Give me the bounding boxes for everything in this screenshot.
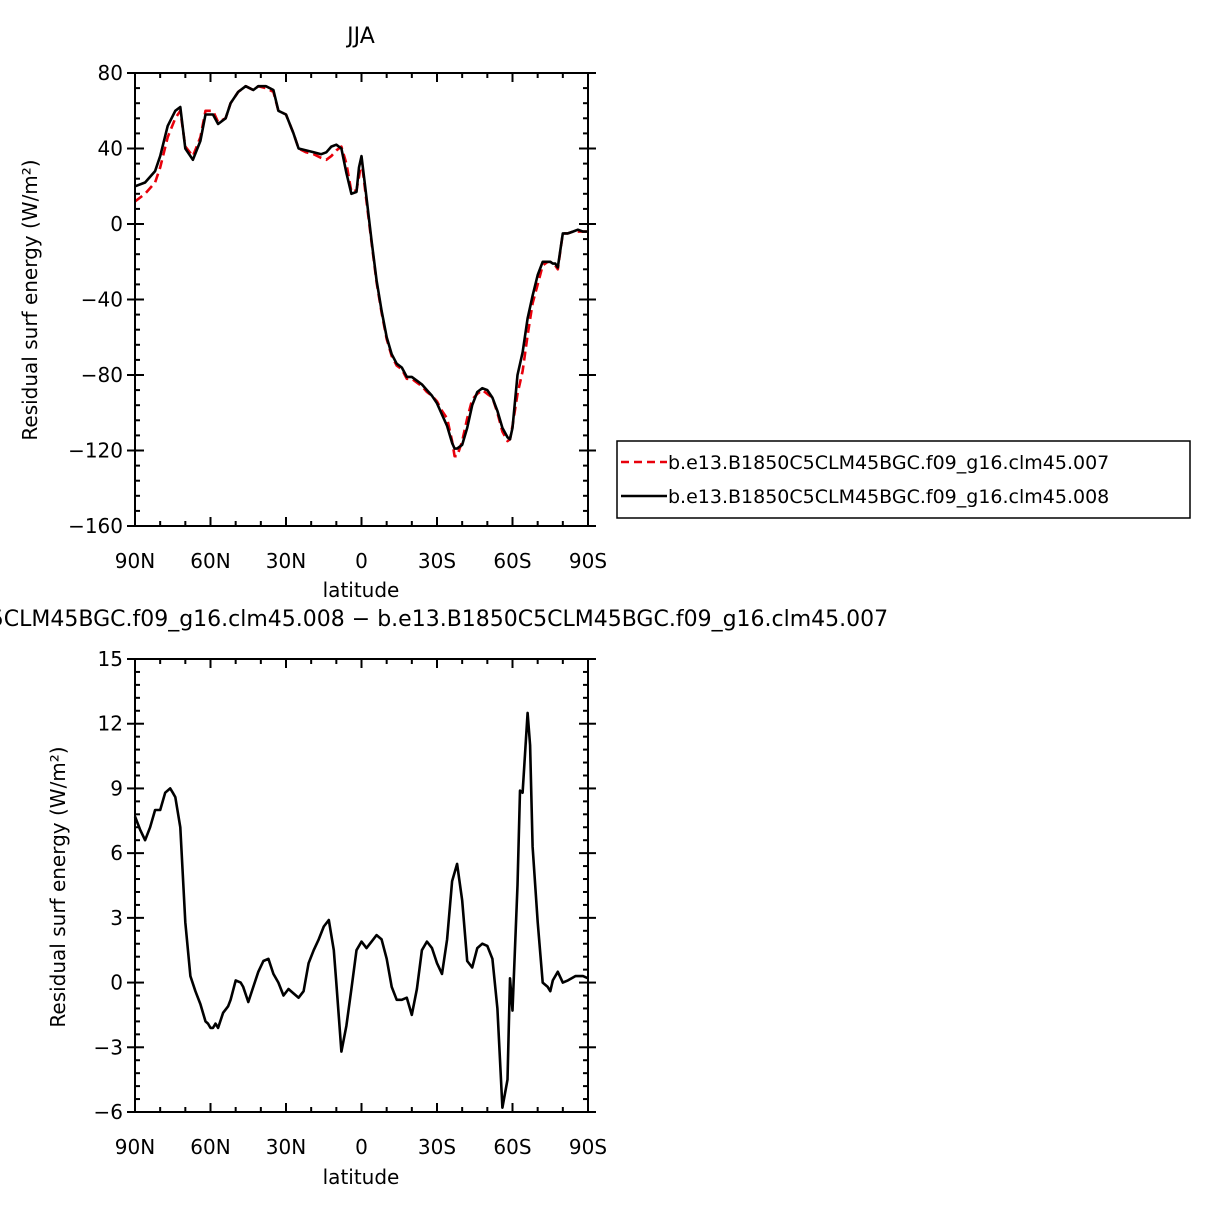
top-x-tick-label: 0 bbox=[355, 549, 368, 573]
bottom-x-axis-label: latitude bbox=[323, 1165, 400, 1189]
bottom-x-tick-label: 90S bbox=[569, 1135, 607, 1159]
top-x-tick-label: 30N bbox=[266, 549, 306, 573]
bottom-plot-area: 90N 60N 30N 0 30S 60S 90S −6 −3 0 3 6 9 12 15 bbox=[94, 647, 608, 1159]
legend-box bbox=[616, 440, 1191, 519]
top-y-axis-label: Residual surf energy (W/m²) bbox=[18, 159, 42, 440]
bottom-x-tick-label: 60N bbox=[190, 1135, 230, 1159]
bottom-x-tick-label: 30N bbox=[266, 1135, 306, 1159]
top-x-tick-label: 90S bbox=[569, 549, 607, 573]
bottom-x-tick-label: 90N bbox=[115, 1135, 155, 1159]
top-y-tick-label: 0 bbox=[110, 212, 123, 236]
bottom-y-tick-label: 12 bbox=[98, 712, 123, 736]
top-chart-title: JJA bbox=[345, 24, 375, 49]
top-x-tick-label: 60N bbox=[190, 549, 230, 573]
bottom-x-tick-label: 60S bbox=[493, 1135, 531, 1159]
bottom-y-tick-label: 9 bbox=[110, 776, 123, 800]
top-x-tick-label: 90N bbox=[115, 549, 155, 573]
bottom-y-tick-label: −3 bbox=[94, 1035, 123, 1059]
top-y-tick-label: 40 bbox=[98, 137, 123, 161]
top-x-axis-label: latitude bbox=[323, 578, 400, 602]
top-panel: JJA 90N 60N 30N 0 30S 60S 90S −160 −120 −80 −40 0 40… bbox=[18, 24, 1191, 602]
top-series-line-1 bbox=[134, 84, 588, 450]
top-ticks-layer: 90N 60N 30N 0 30S 60S 90S −160 −120 −80 −40 0 40 80 bbox=[68, 61, 607, 573]
top-x-tick-label: 60S bbox=[493, 549, 531, 573]
top-y-tick-label: −160 bbox=[68, 514, 123, 538]
bottom-y-tick-label: 6 bbox=[110, 841, 123, 865]
top-x-tick-label: 30S bbox=[418, 549, 456, 573]
bottom-y-axis-label: Residual surf energy (W/m²) bbox=[46, 746, 70, 1027]
bottom-x-tick-label: 30S bbox=[418, 1135, 456, 1159]
bottom-chart-title: b.e13.B1850C5CLM45BGC.f09_g16.clm45.008 … bbox=[0, 607, 888, 632]
bottom-series-layer bbox=[133, 711, 589, 1109]
top-y-tick-label: −120 bbox=[68, 439, 123, 463]
top-y-tick-label: −80 bbox=[81, 363, 123, 387]
bottom-y-tick-label: 15 bbox=[98, 647, 123, 671]
bottom-x-tick-label: 0 bbox=[355, 1135, 368, 1159]
legend-label-008: b.e13.B1850C5CLM45BGC.f09_g16.clm45.008 bbox=[668, 486, 1109, 508]
top-series-line-0 bbox=[134, 84, 588, 458]
legend: b.e13.B1850C5CLM45BGC.f09_g16.clm45.007 … bbox=[616, 440, 1191, 519]
top-plot-frame bbox=[134, 72, 589, 527]
top-y-tick-label: −40 bbox=[81, 288, 123, 312]
legend-label-007: b.e13.B1850C5CLM45BGC.f09_g16.clm45.007 bbox=[668, 452, 1109, 474]
bottom-series-line-0 bbox=[133, 711, 589, 1109]
bottom-y-tick-label: 3 bbox=[110, 906, 123, 930]
top-y-tick-label: 80 bbox=[98, 61, 123, 85]
top-plot-area: 90N 60N 30N 0 30S 60S 90S −160 −120 −80 −40 0 40 80 bbox=[68, 61, 607, 573]
bottom-plot-frame bbox=[134, 658, 589, 1113]
bottom-y-tick-label: 0 bbox=[110, 971, 123, 995]
bottom-panel: b.e13.B1850C5CLM45BGC.f09_g16.clm45.008 … bbox=[0, 607, 888, 1189]
bottom-ticks-layer: 90N 60N 30N 0 30S 60S 90S −6 −3 0 3 6 9 12 15 bbox=[94, 647, 608, 1159]
bottom-y-tick-label: −6 bbox=[94, 1100, 123, 1124]
top-series-layer bbox=[134, 84, 588, 458]
